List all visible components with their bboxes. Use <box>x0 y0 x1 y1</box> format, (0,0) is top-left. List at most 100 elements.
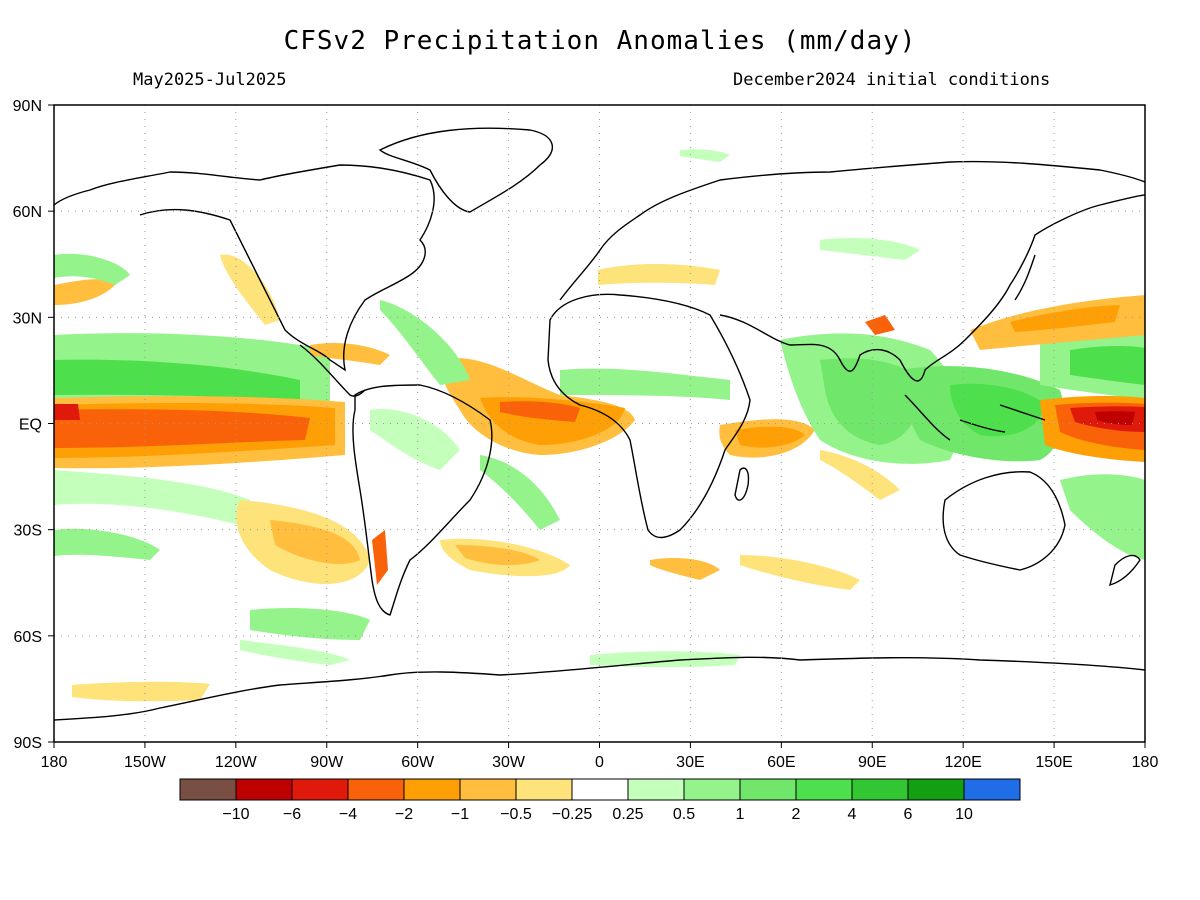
wet-core-pacific-north <box>54 359 300 400</box>
dry-patch-mediterranean <box>598 264 720 285</box>
colorbar-label: −0.5 <box>500 806 532 823</box>
period-label: May2025-Jul2025 <box>133 70 287 90</box>
wet-band-south-atlantic <box>480 455 560 530</box>
dry-patch-indian-ocean <box>735 426 805 448</box>
coastline-africa <box>547 293 751 539</box>
lon-tick-label: 0 <box>595 754 604 771</box>
dry-core-northwest-pacific <box>1010 305 1120 332</box>
wet-patch-north-pacific <box>54 253 130 285</box>
colorbar-swatch <box>347 778 405 801</box>
dry-max-west-pacific <box>1095 411 1135 425</box>
lon-tick-label: 120W <box>215 754 258 771</box>
coastline-antarctica <box>54 656 1145 721</box>
lon-tick-label: 60W <box>401 754 435 771</box>
coastline-australia <box>942 471 1066 571</box>
dry-core-pacific <box>54 409 310 448</box>
wet-band-south-pacific <box>1060 474 1145 560</box>
lon-tick-label: 60E <box>767 754 795 771</box>
dry-patch-southern-indian-west <box>650 558 720 580</box>
lon-tick-label: 180 <box>41 754 68 771</box>
colorbar-label: 6 <box>904 806 913 823</box>
lat-tick-label: 30S <box>14 523 42 540</box>
lon-tick-label: 90E <box>858 754 886 771</box>
colorbar-label: −6 <box>283 806 301 823</box>
anomaly-fields <box>54 149 1145 702</box>
colorbar-label: 4 <box>848 806 857 823</box>
colorbar-label: −1 <box>451 806 469 823</box>
colorbar-label: 1 <box>736 806 745 823</box>
coastline-indonesia <box>904 394 1046 441</box>
dry-core-south-atlantic <box>455 545 540 566</box>
wet-band-sahel <box>560 368 730 400</box>
lat-tick-label: 60N <box>13 204 42 221</box>
lon-tick-label: 30W <box>492 754 526 771</box>
colorbar-label: −4 <box>339 806 357 823</box>
coastline-europe <box>559 160 1145 301</box>
dry-patch-chile <box>372 530 388 585</box>
axis-ticks: 90N 60N 30N EQ 30S 60S 90S 180 150W 120W 90W 60W 30W… <box>13 98 1159 771</box>
dry-patch-west-coast-na <box>220 254 280 325</box>
wet-core-maritime <box>950 383 1045 437</box>
colorbar-label: −10 <box>222 806 249 823</box>
chart-title: CFSv2 Precipitation Anomalies (mm/day) <box>283 26 917 56</box>
wet-patch-arctic <box>680 149 730 162</box>
colorbar-swatch <box>739 778 797 801</box>
lon-tick-label: 90W <box>310 754 344 771</box>
lon-tick-label: 150E <box>1035 754 1072 771</box>
colorbar-swatch <box>291 778 349 801</box>
coastlines <box>54 127 1145 721</box>
colorbar-swatch <box>851 778 909 801</box>
colorbar-label: 10 <box>955 806 973 823</box>
dry-max-pacific <box>54 404 80 420</box>
wet-patch-south-america <box>370 409 460 470</box>
lon-tick-label: 120E <box>944 754 981 771</box>
dry-patch-caribbean <box>310 343 390 365</box>
colorbar-swatch <box>795 778 853 801</box>
dry-patch-north-pacific <box>54 279 115 305</box>
lat-tick-label: 30N <box>13 310 42 327</box>
coastline-central-america <box>299 344 366 397</box>
lat-tick-label: 60S <box>14 629 42 646</box>
wet-band-southern-ocean-east <box>590 651 740 668</box>
colorbar-swatch <box>403 778 461 801</box>
coastline-greenland <box>378 127 553 213</box>
coastline-madagascar <box>734 467 750 501</box>
wet-patch-siberia <box>820 238 920 260</box>
dry-patch-indian-ocean-south <box>820 450 900 500</box>
dry-patch-southern-indian <box>740 555 860 590</box>
colorbar-swatch <box>683 778 741 801</box>
wet-band-atlantic-north <box>380 300 470 385</box>
coastline-north-america <box>54 164 435 372</box>
wet-core-west-pacific <box>1070 345 1145 385</box>
wet-band-pacific-south <box>54 470 250 525</box>
dry-core-atlantic <box>500 401 580 422</box>
colorbar-swatch <box>459 778 517 801</box>
colorbar-swatch <box>515 778 573 801</box>
colorbar-label: 0.5 <box>673 806 695 823</box>
wet-patch-pacific-southwest <box>54 528 160 560</box>
lon-tick-label: 150W <box>124 754 167 771</box>
wet-patch-southern-ocean <box>240 640 350 665</box>
colorbar-label: 0.25 <box>612 806 643 823</box>
coastline-asia <box>719 194 1145 382</box>
lat-tick-label: 90S <box>14 735 42 752</box>
initial-conditions-label: December2024 initial conditions <box>733 70 1051 90</box>
dry-core-south-pacific <box>270 520 360 565</box>
colorbar-label: 2 <box>792 806 801 823</box>
coastline-japan <box>1014 254 1036 301</box>
coastline-new-zealand <box>1109 554 1141 587</box>
colorbar-label: −0.25 <box>552 806 593 823</box>
lat-tick-label: EQ <box>19 417 42 434</box>
lon-tick-label: 30E <box>676 754 704 771</box>
colorbar-swatch <box>963 778 1021 801</box>
lon-tick-label: 180 <box>1132 754 1159 771</box>
colorbar-swatch <box>179 778 237 801</box>
colorbar-swatch <box>627 778 685 801</box>
wet-band-southern-ocean-west <box>250 608 370 640</box>
colorbar-swatch <box>571 778 629 801</box>
dry-patch-antarctic <box>72 681 210 702</box>
colorbar-label: −2 <box>395 806 413 823</box>
plot-area <box>54 105 1145 742</box>
coastline-south-america <box>352 384 493 616</box>
